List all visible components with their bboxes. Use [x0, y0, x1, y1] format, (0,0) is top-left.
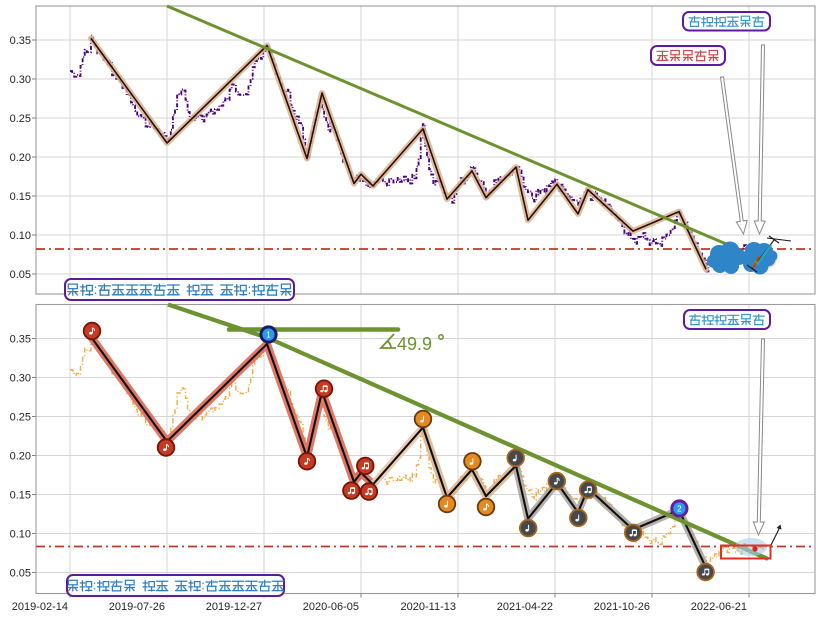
svg-text:0.15: 0.15 [10, 490, 31, 502]
svg-text:0.05: 0.05 [10, 269, 31, 281]
svg-text::: : [94, 282, 98, 297]
svg-text::: : [201, 578, 205, 593]
svg-text:2020-11-13: 2020-11-13 [401, 601, 456, 613]
svg-text::: : [93, 578, 97, 593]
svg-text:0.05: 0.05 [10, 568, 31, 580]
svg-text:0.35: 0.35 [10, 334, 31, 346]
svg-text:1: 1 [266, 331, 271, 340]
svg-text:0.35: 0.35 [10, 35, 31, 47]
svg-text:2: 2 [677, 505, 682, 514]
svg-text:2020-06-05: 2020-06-05 [303, 601, 359, 613]
svg-text:0.30: 0.30 [10, 74, 31, 86]
svg-text:0.10: 0.10 [10, 529, 31, 541]
svg-text:0.25: 0.25 [10, 412, 31, 424]
svg-text:0.20: 0.20 [10, 152, 31, 164]
svg-text:49.9: 49.9 [397, 334, 432, 354]
svg-text:2019-07-26: 2019-07-26 [109, 601, 165, 613]
svg-text:2019-12-27: 2019-12-27 [206, 601, 262, 613]
svg-text:2021-10-26: 2021-10-26 [594, 601, 650, 613]
svg-text:2022-06-21: 2022-06-21 [691, 601, 747, 613]
svg-text:0.15: 0.15 [10, 191, 31, 203]
svg-text:0.20: 0.20 [10, 451, 31, 463]
svg-text:0.25: 0.25 [10, 113, 31, 125]
svg-text:2019-02-14: 2019-02-14 [12, 601, 68, 613]
svg-text:0.30: 0.30 [10, 373, 31, 385]
svg-text:2021-04-22: 2021-04-22 [497, 601, 553, 613]
svg-text::: : [248, 282, 252, 297]
svg-text:0.10: 0.10 [10, 230, 31, 242]
